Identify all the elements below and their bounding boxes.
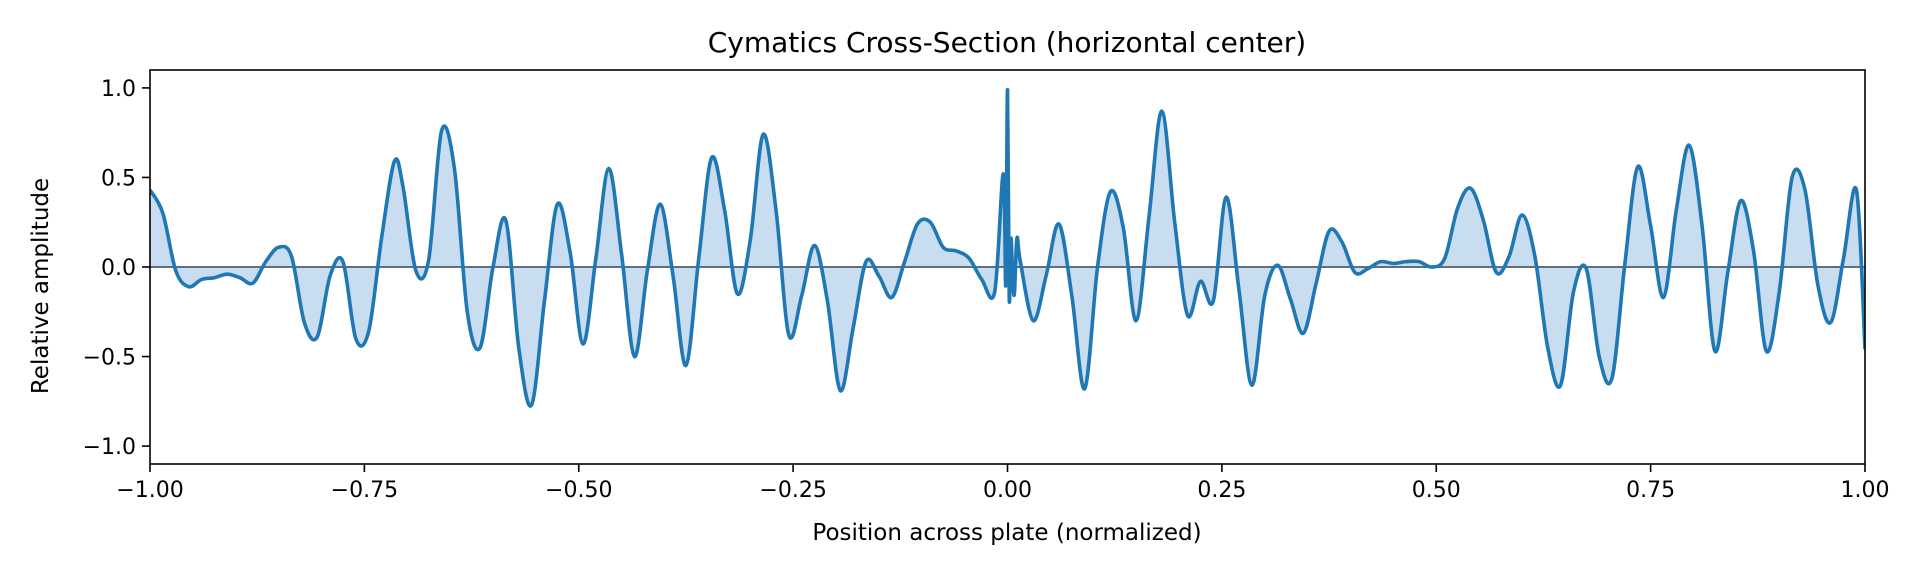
x-tick-label: −0.25: [759, 478, 826, 503]
x-axis-label: Position across plate (normalized): [812, 520, 1201, 546]
x-tick-label: 0.00: [983, 478, 1032, 503]
plot-area: [149, 69, 1866, 465]
x-tick-label: −0.75: [331, 478, 398, 503]
x-tick-label: −0.50: [545, 478, 612, 503]
y-tick-label: −1.0: [83, 435, 136, 460]
y-tick-label: 1.0: [101, 77, 136, 102]
y-tick-label: 0.0: [101, 256, 136, 281]
x-tick-label: 0.50: [1412, 478, 1461, 503]
y-tick-label: −0.5: [83, 346, 136, 371]
x-tick-label: −1.00: [116, 478, 183, 503]
x-tick-label: 0.75: [1626, 478, 1675, 503]
y-axis: −1.0 −0.5 0.0 0.5 1.0: [83, 77, 150, 460]
x-tick-label: 1.00: [1841, 478, 1890, 503]
series-line: [150, 87, 1865, 408]
x-tick-label: 0.25: [1197, 478, 1246, 503]
y-axis-label: Relative amplitude: [28, 178, 54, 394]
chart-title: Cymatics Cross-Section (horizontal cente…: [708, 26, 1306, 59]
y-tick-label: 0.5: [101, 166, 136, 191]
x-axis: −1.00 −0.75 −0.50 −0.25 0.00 0.25 0.50 0.75 1.00: [116, 464, 1889, 503]
series-0: [150, 87, 1865, 408]
